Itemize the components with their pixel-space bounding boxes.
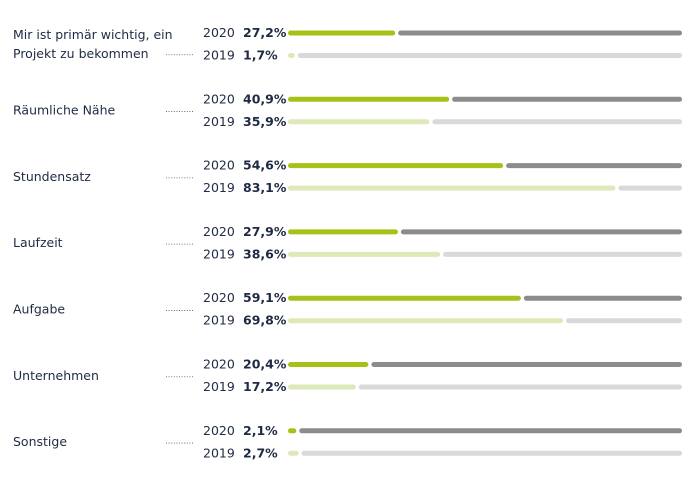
value-label: 40,9% <box>243 91 287 106</box>
value-label: 35,9% <box>243 114 287 129</box>
value-label: 59,1% <box>243 290 287 305</box>
year-label: 2019 <box>203 445 235 460</box>
value-label: 2,7% <box>243 445 278 460</box>
year-label: 2019 <box>203 180 235 195</box>
category-label: Mir ist primär wichtig, ein <box>13 27 173 42</box>
value-label: 2,1% <box>243 423 278 438</box>
value-label: 69,8% <box>243 313 287 328</box>
value-label: 1,7% <box>243 48 278 63</box>
value-label: 27,2% <box>243 25 287 40</box>
category-label: Stundensatz <box>13 169 91 184</box>
year-label: 2020 <box>203 158 235 173</box>
year-label: 2020 <box>203 224 235 239</box>
category-label: Räumliche Nähe <box>13 103 116 118</box>
year-label: 2020 <box>203 290 235 305</box>
category-label: Aufgabe <box>13 301 65 316</box>
value-label: 54,6% <box>243 158 287 173</box>
category-label: Projekt zu bekommen <box>13 46 149 61</box>
year-label: 2019 <box>203 114 235 129</box>
value-label: 17,2% <box>243 379 287 394</box>
year-label: 2019 <box>203 246 235 261</box>
year-label: 2020 <box>203 25 235 40</box>
year-label: 2020 <box>203 423 235 438</box>
year-label: 2019 <box>203 48 235 63</box>
value-label: 83,1% <box>243 180 287 195</box>
category-label: Unternehmen <box>13 368 99 383</box>
year-label: 2019 <box>203 313 235 328</box>
value-label: 20,4% <box>243 357 287 372</box>
category-label: Laufzeit <box>13 235 63 250</box>
value-label: 38,6% <box>243 246 287 261</box>
year-label: 2020 <box>203 357 235 372</box>
value-label: 27,9% <box>243 224 287 239</box>
category-label: Sonstige <box>13 434 67 449</box>
year-label: 2020 <box>203 91 235 106</box>
year-label: 2019 <box>203 379 235 394</box>
